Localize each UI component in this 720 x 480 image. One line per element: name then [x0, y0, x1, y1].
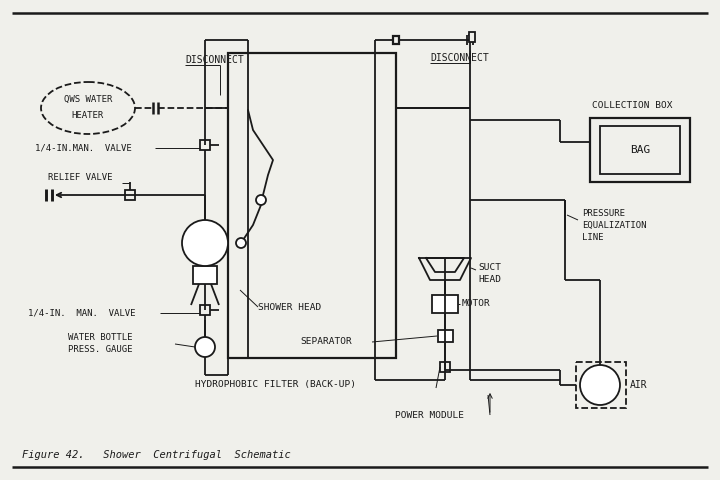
- Text: DISCONNECT: DISCONNECT: [185, 55, 244, 65]
- Text: SEPARATOR: SEPARATOR: [300, 337, 352, 347]
- Bar: [600, 126, 680, 174]
- Text: SUCT: SUCT: [478, 264, 501, 273]
- Text: PRESS. GAUGE: PRESS. GAUGE: [68, 346, 132, 355]
- Text: PRESSURE: PRESSURE: [582, 208, 625, 217]
- Text: POWER MODULE: POWER MODULE: [395, 410, 464, 420]
- Bar: [200, 305, 210, 315]
- Text: COLLECTION BOX: COLLECTION BOX: [592, 100, 672, 109]
- Text: EQUALIZATION: EQUALIZATION: [582, 220, 647, 229]
- Circle shape: [256, 195, 266, 205]
- Circle shape: [182, 220, 228, 266]
- Text: WATER BOTTLE: WATER BOTTLE: [68, 334, 132, 343]
- Text: HEAD: HEAD: [478, 276, 501, 285]
- Text: QWS WATER: QWS WATER: [64, 95, 112, 104]
- Text: RELIEF VALVE: RELIEF VALVE: [48, 173, 112, 182]
- Circle shape: [580, 365, 620, 405]
- Circle shape: [195, 337, 215, 357]
- Text: AIR: AIR: [630, 380, 647, 390]
- Bar: [590, 118, 690, 182]
- Bar: [393, 36, 399, 44]
- Bar: [440, 362, 450, 372]
- Text: DISCONNECT: DISCONNECT: [430, 53, 489, 63]
- Text: MOTOR: MOTOR: [462, 300, 491, 309]
- Bar: [469, 32, 475, 42]
- Bar: [576, 362, 626, 408]
- Bar: [228, 53, 396, 358]
- Bar: [125, 190, 135, 200]
- Text: LINE: LINE: [582, 232, 603, 241]
- Bar: [432, 295, 458, 313]
- Bar: [193, 266, 217, 284]
- Bar: [438, 330, 453, 342]
- Text: HEATER: HEATER: [72, 110, 104, 120]
- Bar: [200, 140, 210, 150]
- Text: BAG: BAG: [630, 145, 650, 155]
- Circle shape: [236, 238, 246, 248]
- Text: 1/4-IN.MAN.  VALVE: 1/4-IN.MAN. VALVE: [35, 144, 132, 153]
- Text: SHOWER HEAD: SHOWER HEAD: [258, 302, 321, 312]
- Text: HYDROPHOBIC FILTER (BACK-UP): HYDROPHOBIC FILTER (BACK-UP): [195, 381, 356, 389]
- Text: Figure 42.   Shower  Centrifugal  Schematic: Figure 42. Shower Centrifugal Schematic: [22, 450, 291, 460]
- Text: 1/4-IN.  MAN.  VALVE: 1/4-IN. MAN. VALVE: [28, 309, 135, 317]
